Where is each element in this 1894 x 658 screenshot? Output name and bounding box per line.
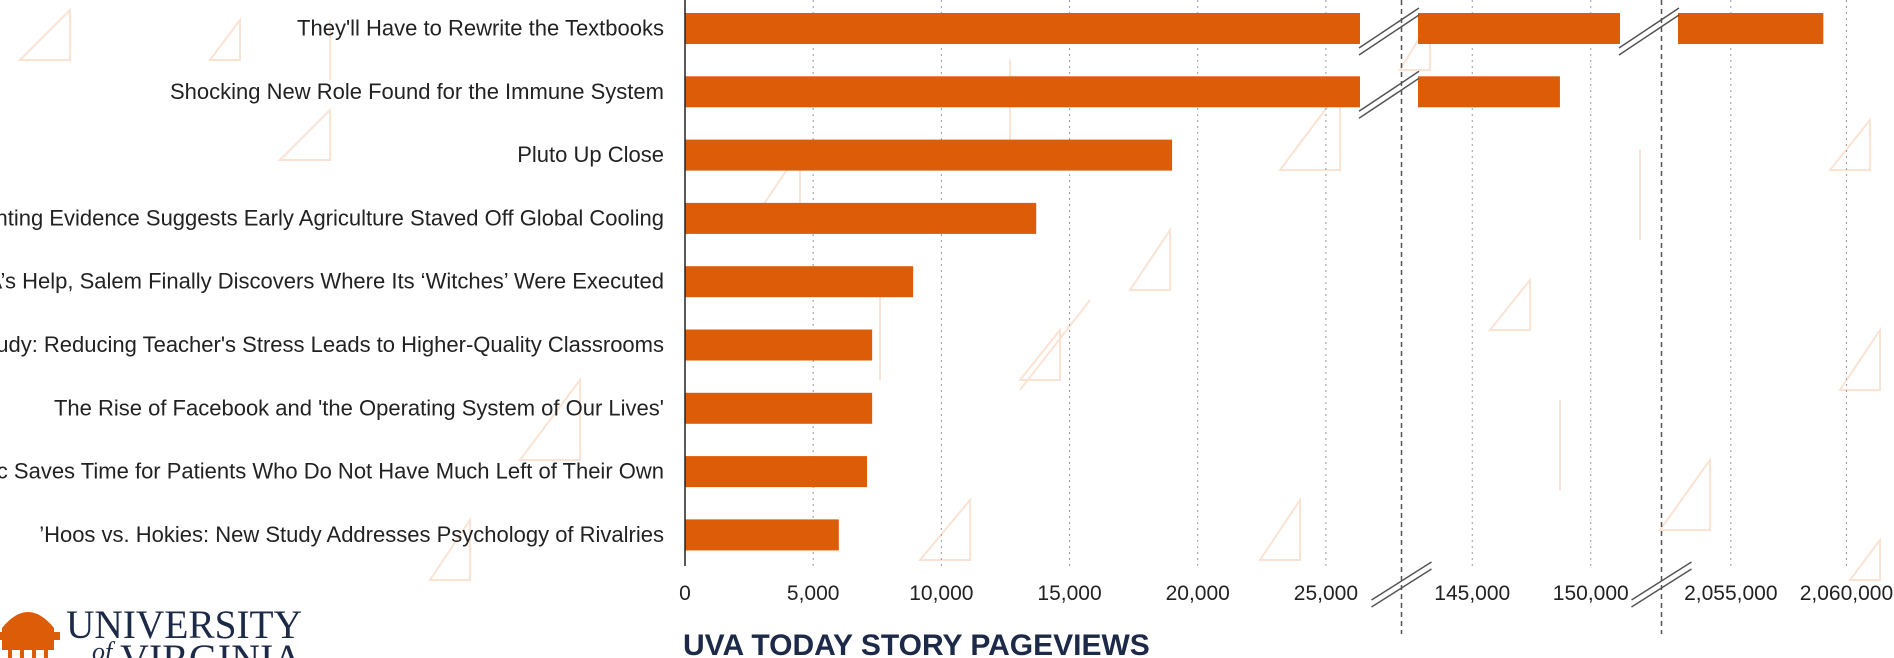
pattern-shape bbox=[1128, 226, 1171, 291]
axis-break-mark bbox=[1631, 561, 1692, 608]
bar-break-mark bbox=[1358, 7, 1420, 56]
bar-break-mark bbox=[1358, 70, 1420, 119]
bar-segment bbox=[685, 266, 914, 298]
x-tick-label: 25,000 bbox=[1294, 582, 1358, 605]
category-label: Pluto Up Close bbox=[517, 142, 664, 167]
bar bbox=[685, 329, 873, 361]
category-label: They'll Have to Rewrite the Textbooks bbox=[297, 16, 664, 41]
x-tick-label: 0 bbox=[679, 582, 691, 605]
pattern-shape bbox=[518, 377, 581, 461]
pattern-shape bbox=[277, 107, 331, 161]
bar-segment bbox=[685, 392, 873, 424]
pattern-shape bbox=[1019, 299, 1091, 391]
university-logo: UNIVERSITY of VIRGINIA bbox=[0, 602, 302, 658]
pattern-shape bbox=[208, 17, 241, 61]
chart-title: UVA TODAY STORY PAGEVIEWS bbox=[683, 629, 1150, 658]
x-tick-label: 2,055,000 bbox=[1684, 582, 1777, 605]
bar bbox=[685, 7, 1824, 56]
x-tick-label: 10,000 bbox=[909, 582, 973, 605]
axis-breaks bbox=[1371, 0, 1692, 634]
x-tick-label: 2,060,000 bbox=[1800, 582, 1893, 605]
category-label: ’Hoos vs. Hokies: New Study Addresses Ps… bbox=[39, 522, 664, 547]
pattern-shape bbox=[17, 7, 71, 61]
bar bbox=[685, 202, 1037, 234]
category-label: Shocking New Role Found for the Immune S… bbox=[170, 79, 664, 104]
background-pattern bbox=[17, 7, 1881, 581]
pattern-shape bbox=[1278, 87, 1341, 171]
category-labels: They'll Have to Rewrite the Textbooks Sho… bbox=[0, 16, 664, 547]
bar-segment bbox=[685, 139, 1173, 171]
bar-segment bbox=[1418, 13, 1620, 44]
category-label: Mounting Evidence Suggests Early Agricul… bbox=[0, 205, 664, 230]
bar-segment bbox=[685, 202, 1037, 234]
pattern-shape bbox=[1658, 456, 1711, 531]
x-tick-label: 20,000 bbox=[1166, 582, 1230, 605]
category-label: With UVA’s Help, Salem Finally Discovers… bbox=[0, 269, 664, 294]
pattern-shape bbox=[428, 516, 471, 581]
pattern-shape bbox=[1487, 277, 1531, 331]
bar bbox=[685, 266, 914, 298]
bar-segment bbox=[685, 76, 1360, 108]
rotunda-icon bbox=[0, 612, 60, 658]
pattern-shape bbox=[1258, 496, 1301, 561]
pattern-shape bbox=[1848, 537, 1881, 581]
bar-segment bbox=[1678, 13, 1824, 44]
x-tick-label: 150,000 bbox=[1553, 582, 1629, 605]
category-label: Curry Study: Reducing Teacher's Stress L… bbox=[0, 332, 664, 357]
pattern-shape bbox=[1398, 16, 1431, 71]
category-label: Cancer Doc Saves Time for Patients Who D… bbox=[0, 459, 664, 484]
logo-virginia: VIRGINIA bbox=[120, 636, 302, 658]
bar bbox=[685, 139, 1173, 171]
bar bbox=[685, 456, 868, 488]
category-label: The Rise of Facebook and 'the Operating … bbox=[54, 395, 664, 420]
pattern-shape bbox=[1017, 327, 1061, 381]
x-tick-label: 5,000 bbox=[787, 582, 840, 605]
axis-break-mark bbox=[1371, 561, 1432, 608]
pattern-shape bbox=[917, 497, 971, 561]
logo-of: of bbox=[92, 637, 116, 658]
bar bbox=[685, 392, 873, 424]
x-tick-label: 15,000 bbox=[1037, 582, 1101, 605]
x-tick-label: 145,000 bbox=[1434, 582, 1510, 605]
pattern-shape bbox=[1827, 117, 1871, 171]
bar-segment bbox=[1418, 76, 1560, 108]
bar-segment bbox=[685, 13, 1360, 44]
bar bbox=[685, 519, 839, 551]
bar-segment bbox=[685, 329, 873, 361]
bar-break-mark bbox=[1618, 7, 1680, 56]
logo-university: UNIVERSITY bbox=[66, 602, 302, 647]
bars bbox=[685, 7, 1824, 551]
bar bbox=[685, 70, 1560, 119]
pattern-shape bbox=[1838, 326, 1881, 391]
bar-segment bbox=[685, 456, 868, 488]
tick-labels: 0 5,000 10,000 15,000 20,000 25,000 145,000 150… bbox=[679, 582, 1893, 605]
bar-segment bbox=[685, 519, 839, 551]
